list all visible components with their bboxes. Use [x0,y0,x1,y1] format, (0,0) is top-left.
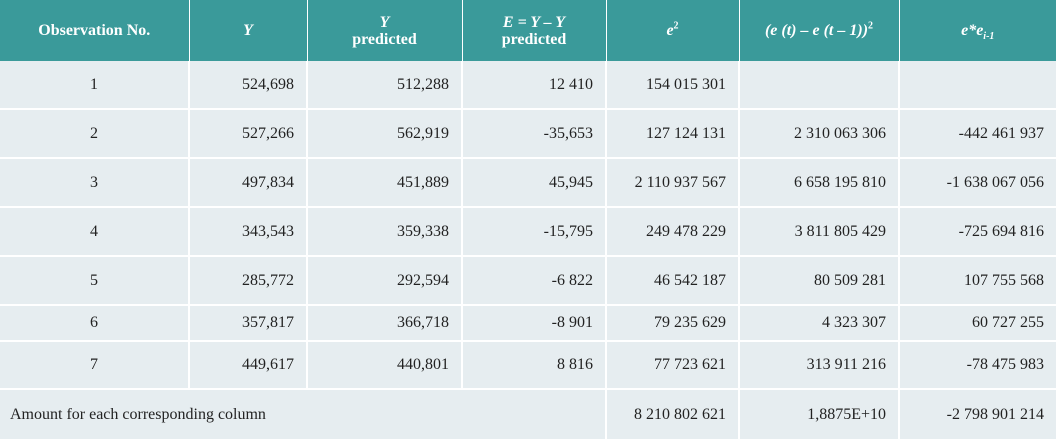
cell-residual: -6 822 [462,256,607,306]
cell-y-predicted: 366,718 [307,305,463,342]
cell-diff-squared: 4 323 307 [739,305,900,342]
cell-y: 524,698 [189,61,308,110]
summary-label: Amount for each corresponding column [0,389,607,441]
cell-y: 357,817 [189,305,308,342]
header-diff-squared-exponent: 2 [868,20,874,32]
cell-diff-squared [739,61,900,110]
cell-observation: 6 [0,305,190,342]
cell-e-squared: 154 015 301 [606,61,740,110]
cell-lag-product: -78 475 983 [899,341,1056,390]
cell-residual: -15,795 [462,207,607,257]
header-lag-product-base: e*e [961,22,984,39]
header-y: Y [189,0,308,61]
cell-y: 527,266 [189,109,308,159]
table-row: 4 343,543 359,338 -15,795 249 478 229 3 … [0,207,1056,257]
cell-lag-product [899,61,1056,110]
header-diff-squared-base: (e (t) – e (t – 1)) [764,22,869,39]
cell-observation: 4 [0,207,190,257]
cell-lag-product: -725 694 816 [899,207,1056,257]
cell-observation: 5 [0,256,190,306]
cell-observation: 2 [0,109,190,159]
cell-e-squared: 2 110 937 567 [606,158,740,208]
header-y-predicted-word: predicted [352,30,417,48]
table-row: 3 497,834 451,889 45,945 2 110 937 567 6… [0,158,1056,208]
cell-y-predicted: 562,919 [307,109,463,159]
cell-y-predicted: 359,338 [307,207,463,257]
header-y-symbol: Y [243,22,253,39]
cell-residual: 12 410 [462,61,607,110]
cell-e-squared: 127 124 131 [606,109,740,159]
cell-observation: 7 [0,341,190,390]
header-lag-product-subscript: i-1 [983,31,995,43]
cell-lag-product: 60 727 255 [899,305,1056,342]
cell-residual: 8 816 [462,341,607,390]
cell-observation: 1 [0,61,190,110]
header-residual-formula: E = Y – Y [502,13,566,31]
header-e-squared-exponent: 2 [673,20,679,32]
header-residual-word: predicted [501,30,567,48]
cell-e-squared: 46 542 187 [606,256,740,306]
cell-y: 497,834 [189,158,308,208]
summary-diff-squared: 1,8875E+10 [739,389,900,441]
summary-lag-product: -2 798 901 214 [899,389,1056,441]
table-row: 5 285,772 292,594 -6 822 46 542 187 80 5… [0,256,1056,306]
header-e-squared: e2 [606,0,740,61]
cell-e-squared: 249 478 229 [606,207,740,257]
cell-y: 285,772 [189,256,308,306]
cell-y-predicted: 451,889 [307,158,463,208]
summary-row: Amount for each corresponding column 8 2… [0,389,1056,441]
table-row: 1 524,698 512,288 12 410 154 015 301 [0,61,1056,110]
summary-e-squared: 8 210 802 621 [606,389,740,441]
cell-lag-product: 107 755 568 [899,256,1056,306]
header-diff-squared: (e (t) – e (t – 1))2 [739,0,900,61]
cell-y: 343,543 [189,207,308,257]
header-observation-no: Observation No. [0,0,190,61]
cell-residual: -8 901 [462,305,607,342]
cell-diff-squared: 3 811 805 429 [739,207,900,257]
table-row: 6 357,817 366,718 -8 901 79 235 629 4 32… [0,305,1056,342]
cell-lag-product: -1 638 067 056 [899,158,1056,208]
cell-lag-product: -442 461 937 [899,109,1056,159]
table-row: 2 527,266 562,919 -35,653 127 124 131 2 … [0,109,1056,159]
cell-diff-squared: 80 509 281 [739,256,900,306]
table-row: 7 449,617 440,801 8 816 77 723 621 313 9… [0,341,1056,390]
cell-residual: -35,653 [462,109,607,159]
cell-e-squared: 77 723 621 [606,341,740,390]
cell-e-squared: 79 235 629 [606,305,740,342]
header-lag-product: e*ei-1 [899,0,1056,61]
cell-observation: 3 [0,158,190,208]
cell-diff-squared: 6 658 195 810 [739,158,900,208]
header-e-squared-base: e [666,22,674,39]
cell-y: 449,617 [189,341,308,390]
cell-y-predicted: 440,801 [307,341,463,390]
header-y-predicted-symbol: Y [379,13,390,31]
cell-y-predicted: 512,288 [307,61,463,110]
cell-diff-squared: 2 310 063 306 [739,109,900,159]
cell-diff-squared: 313 911 216 [739,341,900,390]
cell-y-predicted: 292,594 [307,256,463,306]
cell-residual: 45,945 [462,158,607,208]
